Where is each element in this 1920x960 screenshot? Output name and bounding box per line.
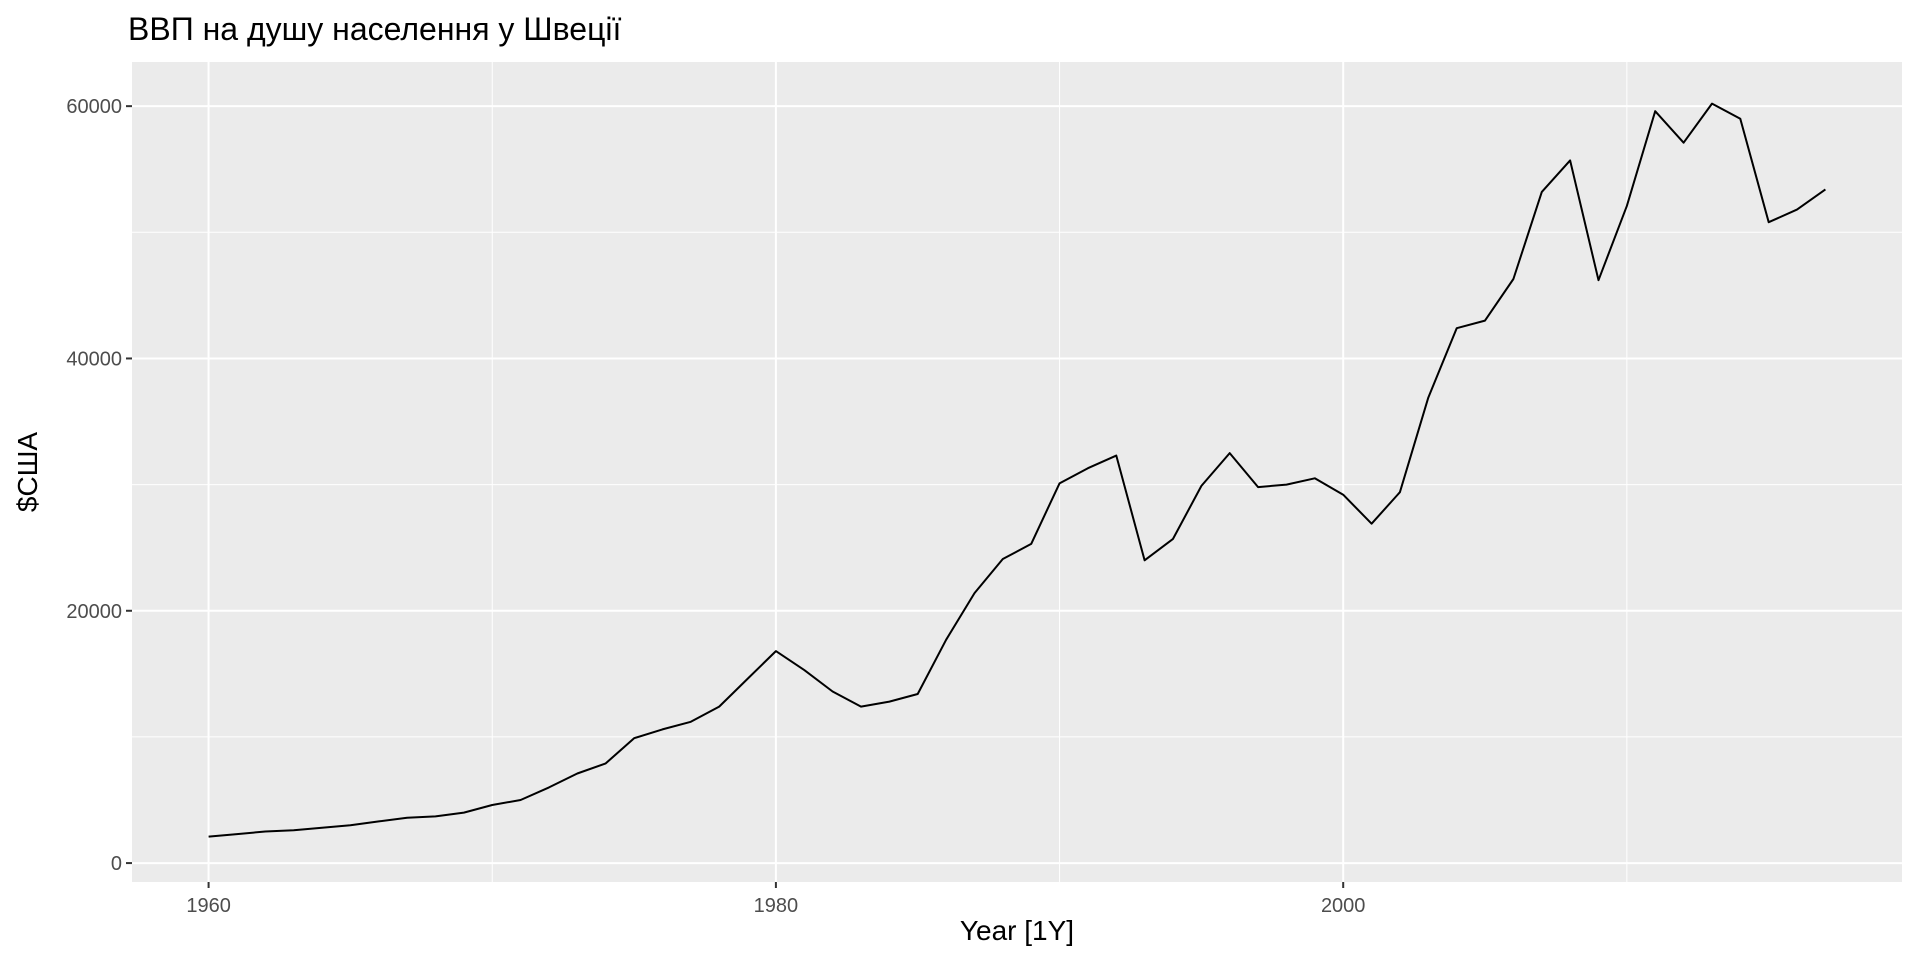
plot-panel — [132, 62, 1902, 882]
y-axis-title: $США — [12, 432, 43, 512]
y-tick-label: 20000 — [66, 601, 122, 623]
x-tick-label: 1960 — [186, 895, 231, 917]
x-tick-label: 1980 — [754, 895, 799, 917]
y-tick-label: 40000 — [66, 348, 122, 370]
data-series — [208, 102, 1826, 838]
series-line — [208, 102, 1826, 838]
major-gridlines — [132, 62, 1902, 882]
x-axis-title: Year [1Y] — [960, 915, 1074, 946]
minor-gridlines — [132, 62, 1902, 882]
y-tick-label: 60000 — [66, 96, 122, 118]
x-axis: 1960 1980 2000 — [186, 882, 1365, 917]
y-tick-label: 0 — [111, 853, 122, 875]
x-tick-label: 2000 — [1321, 895, 1366, 917]
y-axis: 0 20000 40000 60000 — [66, 96, 132, 875]
chart-title: ВВП на душу населення у Швеції — [128, 11, 622, 47]
